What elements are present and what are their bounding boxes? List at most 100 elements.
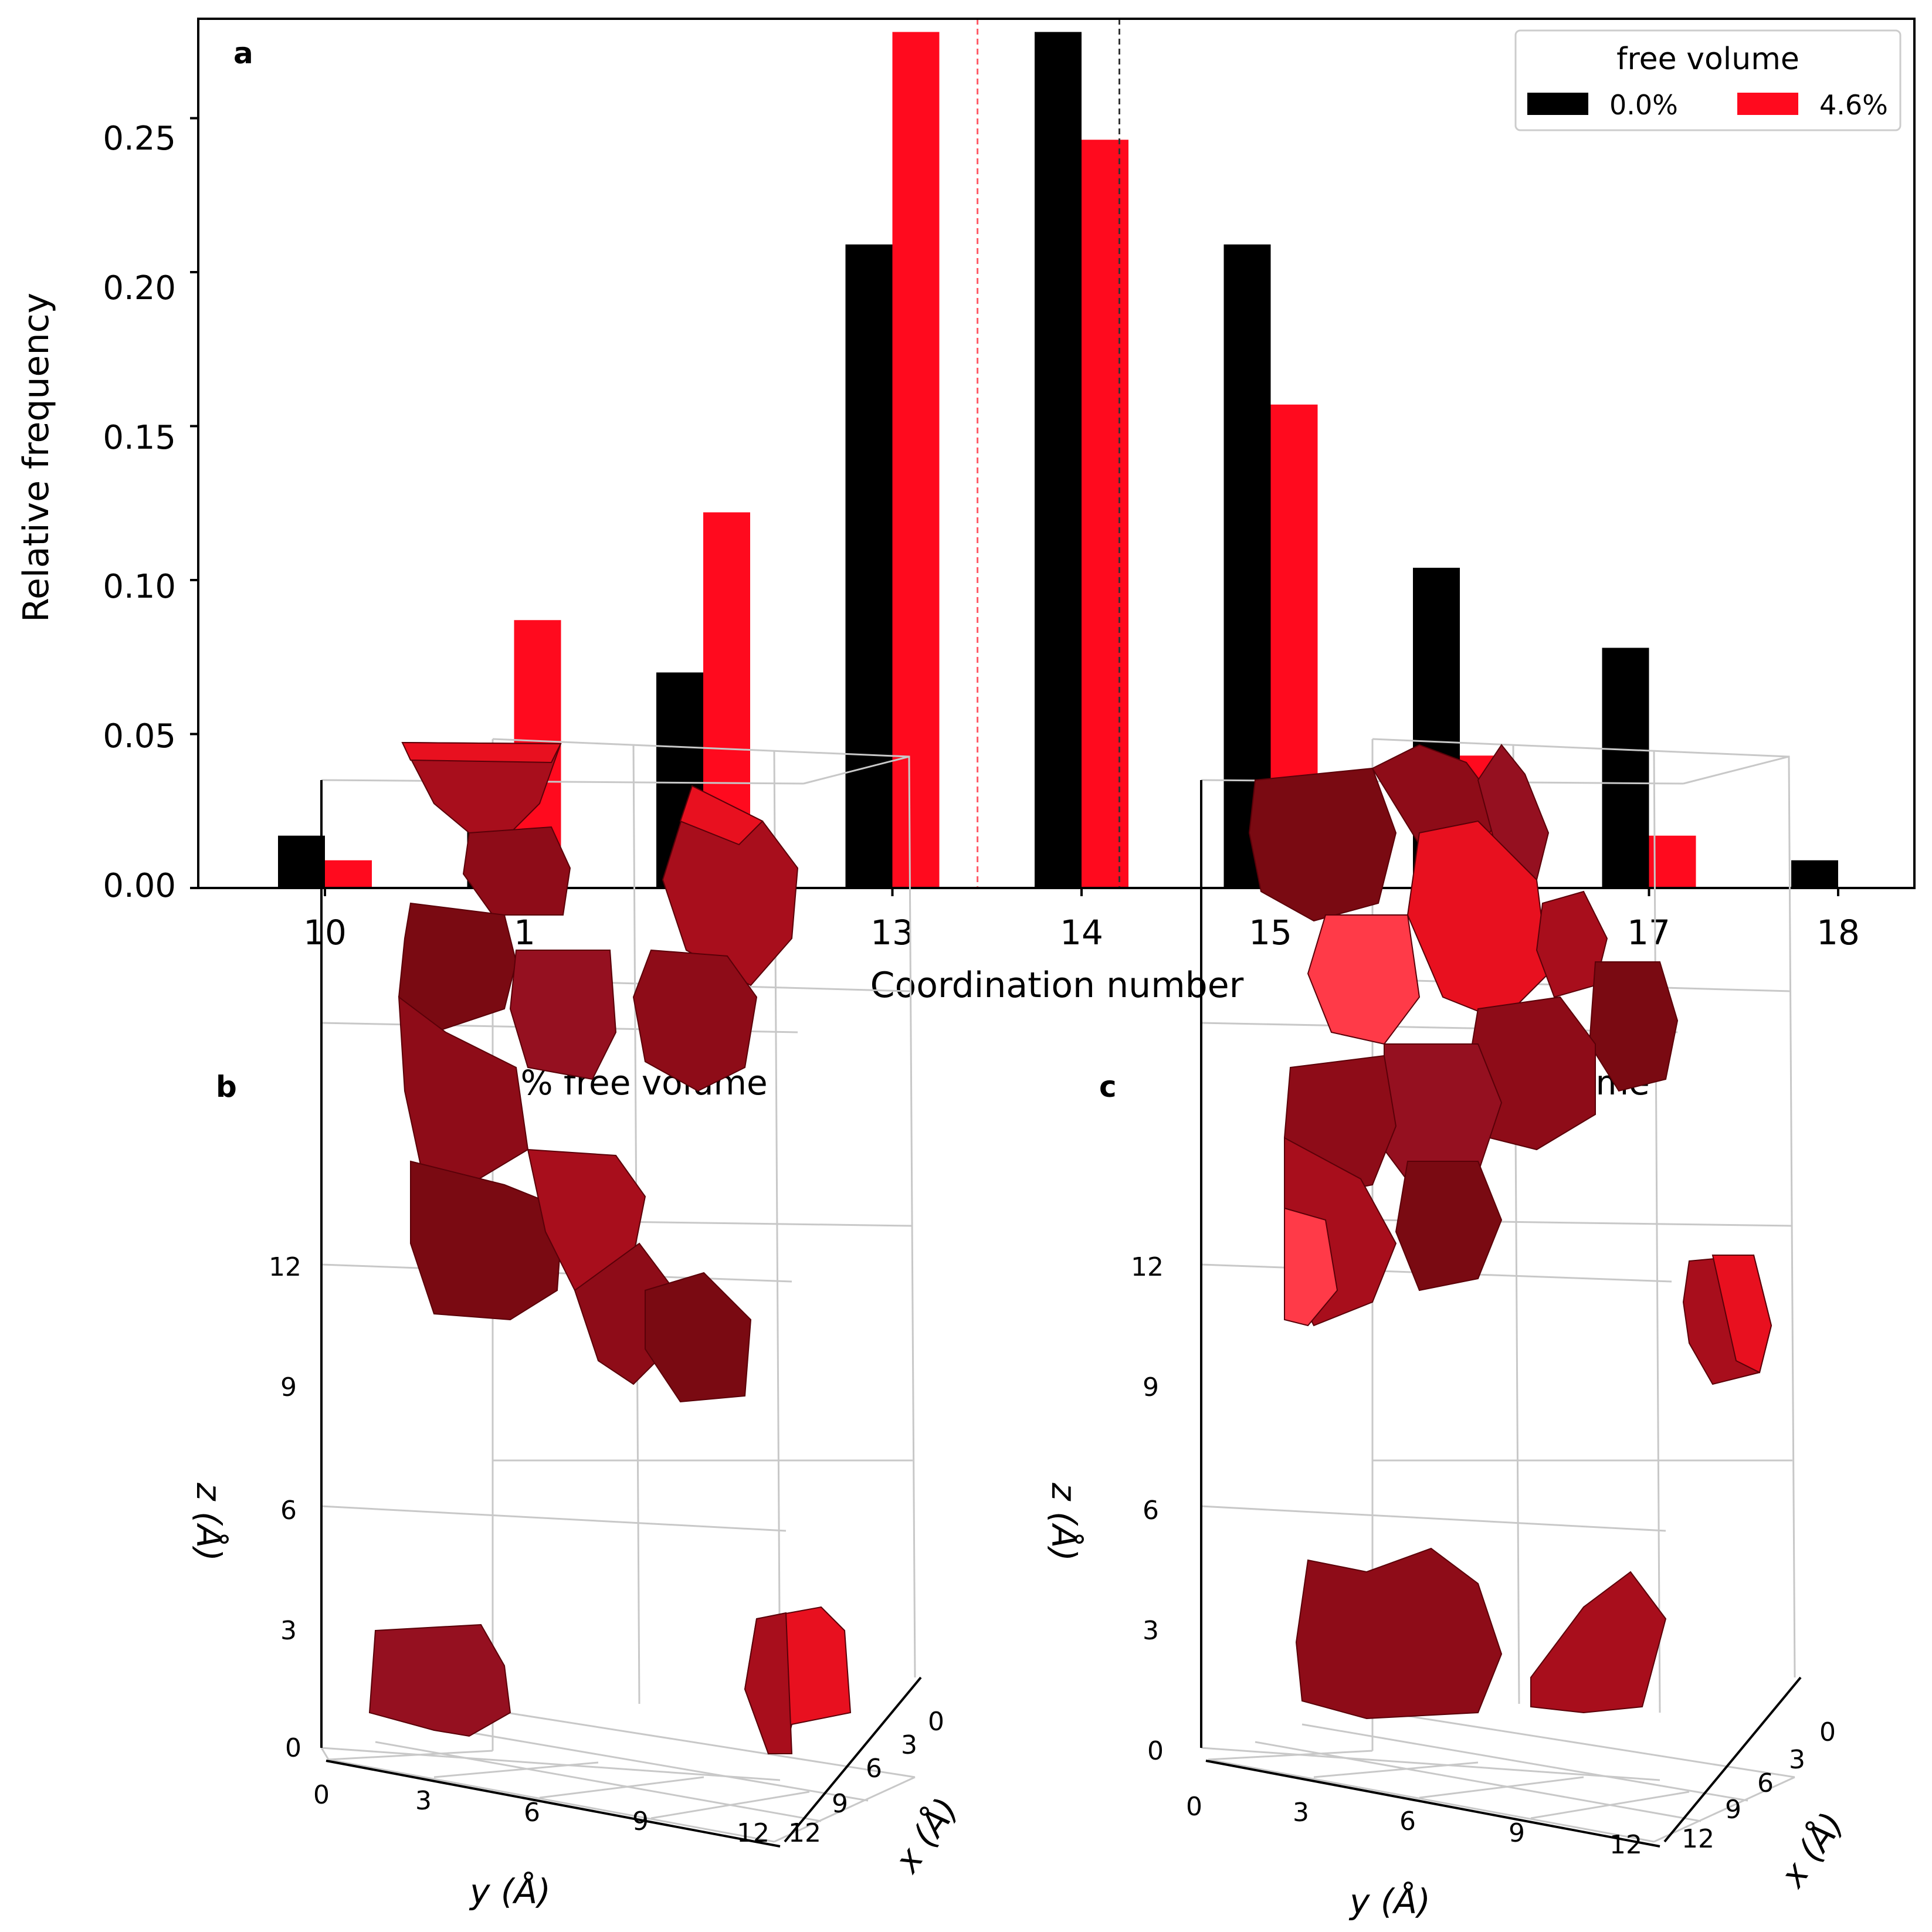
x-tick-label: 15 — [1249, 913, 1292, 953]
z-tick-label: 0 — [1147, 1736, 1164, 1766]
z-tick-label: 3 — [1143, 1616, 1159, 1646]
cell — [410, 1160, 564, 1321]
x-tick-label: 9 — [1725, 1795, 1741, 1825]
bar-group — [278, 32, 1838, 888]
bar-series-1-14 — [1082, 140, 1128, 888]
cell — [744, 1612, 793, 1754]
x-tick-label: 0 — [928, 1707, 944, 1737]
legend-swatch-1 — [1737, 93, 1798, 115]
x-tick-label: 17 — [1627, 913, 1670, 953]
cell — [662, 785, 799, 987]
cell — [1395, 1161, 1503, 1292]
axes-3d — [320, 780, 922, 1848]
z-tick-label: 6 — [280, 1496, 297, 1526]
legend: free volume 0.0% 4.6% — [1514, 29, 1902, 131]
y-tick-label: 0.25 — [103, 120, 176, 158]
x-tick-label: 12 — [1682, 1824, 1714, 1854]
z-tick-label: 3 — [280, 1616, 297, 1646]
panel-a-letter: a — [233, 36, 253, 70]
x-tick-label: 6 — [866, 1754, 882, 1784]
cell — [645, 1272, 752, 1403]
mean-lines — [977, 19, 1120, 888]
y-tick-label: 0 — [1186, 1792, 1202, 1822]
cell — [632, 949, 758, 1092]
legend-label-0: 0.0% — [1609, 89, 1678, 121]
panel-b: b 0.0% free volume 0 3 6 9 12 z (Å) — [189, 738, 966, 1911]
z-tick-label: 6 — [1143, 1496, 1159, 1526]
y-tick-label: 3 — [1293, 1798, 1309, 1828]
x-tick-label: 3 — [901, 1730, 917, 1760]
z-axis-label: z (Å) — [189, 1482, 229, 1561]
y-tick-label: 12 — [737, 1818, 770, 1848]
x-tick-label: 0 — [1819, 1717, 1836, 1747]
panel-a: a 0.00 0.05 0.10 0.15 0.20 0.25 Relative… — [16, 18, 1916, 1006]
y-axis-label: y (Å) — [469, 1871, 551, 1911]
x-axis-label: x (Å) — [1771, 1805, 1852, 1895]
bar-series-1-13 — [892, 32, 940, 888]
cell — [401, 741, 562, 764]
x-tick-label: 14 — [1060, 913, 1103, 953]
voronoi-cells — [368, 741, 852, 1755]
legend-swatch-0 — [1527, 93, 1588, 115]
y-tick-label: 6 — [524, 1798, 540, 1828]
panel-b-letter: b — [216, 1070, 237, 1104]
bar-series-0-14 — [1035, 32, 1082, 888]
cell — [462, 826, 571, 916]
y-axis: 0.00 0.05 0.10 0.15 0.20 0.25 Relative f… — [16, 117, 198, 905]
bar-series-1-17 — [1649, 835, 1696, 888]
y-tick-label: 0 — [313, 1780, 330, 1810]
panel-c: c 4.6% free volume 0 3 6 9 12 z (Å) 0 3 … — [1044, 738, 1852, 1921]
cell — [1248, 767, 1397, 922]
y-tick-label: 9 — [632, 1806, 649, 1836]
cell — [1711, 1255, 1772, 1374]
y-tick-label: 6 — [1399, 1806, 1416, 1836]
panel-c-letter: c — [1099, 1070, 1117, 1104]
x-tick-label: 3 — [1789, 1745, 1805, 1775]
cell — [1406, 820, 1550, 1022]
y-tick-label: 9 — [1509, 1818, 1525, 1848]
bar-series-0-13 — [845, 244, 893, 888]
z-axis-label: z (Å) — [1044, 1482, 1084, 1561]
bar-series-1-10 — [325, 860, 372, 888]
bar-series-0-10 — [278, 835, 325, 888]
plot-frame — [197, 18, 1916, 889]
x-axis-label: Coordination number — [870, 965, 1244, 1006]
cell — [1530, 1571, 1667, 1714]
z-tick-label: 12 — [1131, 1252, 1164, 1282]
z-tick-label: 9 — [1143, 1372, 1159, 1402]
x-tick-label: 10 — [303, 913, 347, 953]
y-tick-label: 12 — [1609, 1830, 1642, 1860]
legend-label-1: 4.6% — [1819, 89, 1888, 121]
y-tick-label: 0.20 — [103, 269, 176, 307]
cell — [679, 785, 764, 846]
cell — [1295, 1547, 1503, 1720]
z-tick-label: 0 — [285, 1733, 301, 1763]
x-tick-label: 13 — [870, 913, 914, 953]
y-tick-label: 0.10 — [103, 568, 176, 606]
legend-box — [1514, 29, 1902, 131]
bar-series-0-18 — [1791, 860, 1838, 888]
y-tick-label: 0.05 — [103, 717, 176, 755]
cell — [509, 950, 617, 1080]
cell — [398, 902, 517, 1033]
voronoi-cells — [1248, 744, 1772, 1720]
z-tick-label: 9 — [280, 1372, 297, 1402]
y-tick-label: 0.15 — [103, 419, 176, 457]
z-tick-label: 12 — [269, 1252, 301, 1282]
x-tick-label: 12 — [788, 1818, 821, 1848]
cell — [1284, 1207, 1338, 1327]
y-axis-label: y (Å) — [1348, 1881, 1431, 1921]
cell — [368, 1623, 511, 1737]
x-axis-label: x (Å) — [886, 1790, 966, 1880]
bar-series-0-17 — [1602, 648, 1649, 888]
x-tick-label: 6 — [1757, 1768, 1774, 1798]
x-tick-label: 18 — [1816, 913, 1860, 953]
cell — [398, 995, 529, 1186]
y-tick-label: 3 — [415, 1786, 432, 1816]
y-axis-label: Relative frequency — [16, 293, 57, 622]
x-tick-label: 9 — [832, 1789, 848, 1819]
legend-title: free volume — [1616, 42, 1799, 77]
axes-3d — [1200, 780, 1802, 1848]
y-tick-label: 0.00 — [103, 867, 176, 905]
